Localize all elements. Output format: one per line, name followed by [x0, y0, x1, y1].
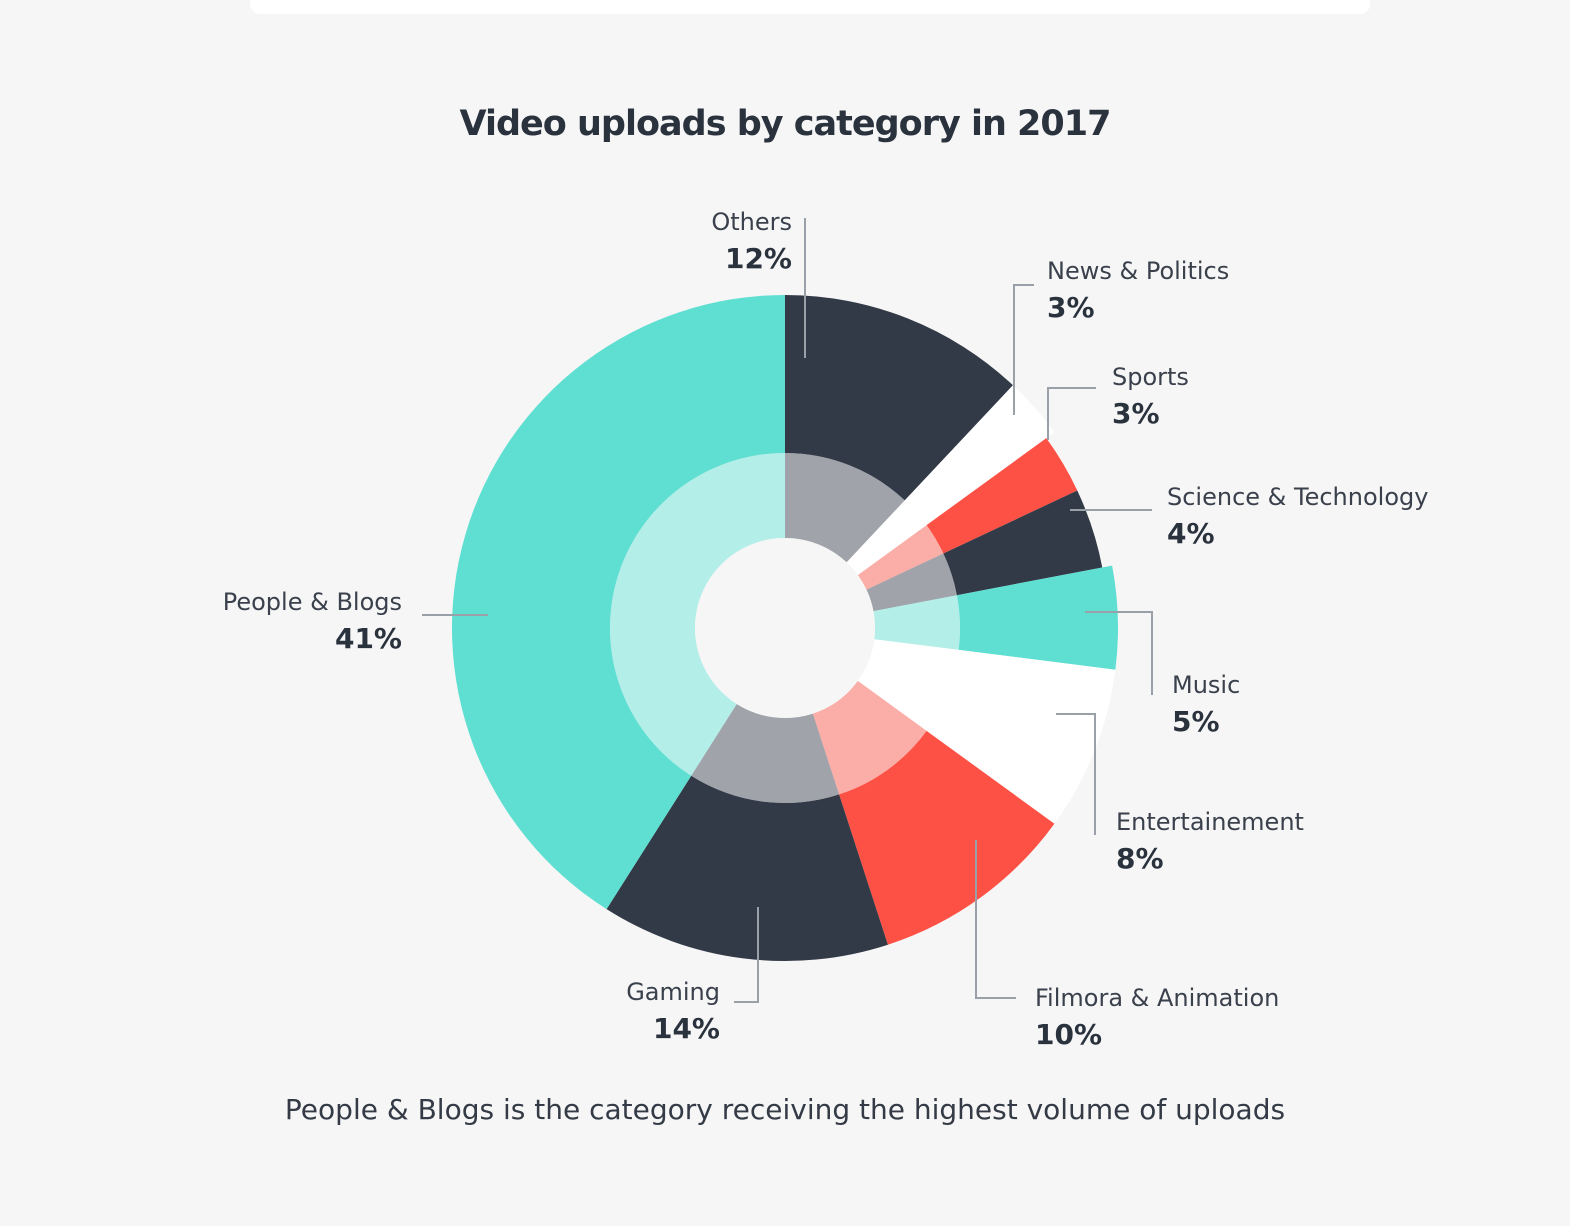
pie-slice-filmora-and-animation: [839, 730, 1055, 945]
pie-slice-people-and-blogs: [452, 295, 785, 910]
slice-value-science-and-technology: 4%: [1167, 517, 1215, 550]
slice-value-gaming: 14%: [653, 1012, 720, 1045]
pie-slice-sports: [926, 438, 1078, 554]
pie-slice-others: [785, 295, 1013, 501]
slice-value-people-and-blogs: 41%: [335, 622, 402, 655]
slice-label-entertainement: Entertainement: [1116, 808, 1304, 836]
slice-label-science-and-technology: Science & Technology: [1167, 483, 1428, 511]
pie-slice-inner-gaming: [691, 703, 840, 804]
pie-slice-inner-people-and-blogs: [609, 453, 785, 776]
slice-label-sports: Sports: [1112, 363, 1189, 391]
pie-slice-inner-news-and-politics: [846, 500, 927, 576]
slice-value-filmora-and-animation: 10%: [1035, 1018, 1102, 1051]
leader-line-sports: [1047, 387, 1096, 440]
pie-slice-inner-others: [785, 453, 905, 563]
slice-label-filmora-and-animation: Filmora & Animation: [1035, 984, 1279, 1012]
pie-slice-gaming: [606, 775, 888, 961]
slice-value-news-and-politics: 3%: [1047, 291, 1095, 324]
slice-label-people-and-blogs: People & Blogs: [223, 588, 402, 616]
pie-slice-inner-filmora-and-animation: [812, 680, 927, 795]
pie-slice-music: [956, 565, 1118, 670]
pie-slice-science-and-technology: [943, 490, 1103, 596]
leader-line-entertainement: [1056, 713, 1096, 835]
chart-caption: People & Blogs is the category receiving…: [284, 1093, 1286, 1126]
leader-line-music: [1085, 611, 1153, 695]
slice-label-others: Others: [711, 208, 792, 236]
slice-label-music: Music: [1172, 671, 1240, 699]
slice-value-music: 5%: [1172, 705, 1220, 738]
pie-slice-inner-music: [873, 595, 960, 650]
pie-slice-entertainement: [926, 649, 1116, 824]
slice-value-entertainement: 8%: [1116, 842, 1164, 875]
leader-line-news-and-politics: [1013, 284, 1034, 415]
pie-slice-inner-sports: [857, 525, 944, 590]
pie-slice-inner-science-and-technology: [866, 553, 957, 612]
slice-value-others: 12%: [725, 242, 792, 275]
leader-line-filmora-and-animation: [975, 840, 1016, 999]
slice-label-news-and-politics: News & Politics: [1047, 257, 1229, 285]
pie-slice-news-and-politics: [904, 385, 1055, 526]
slice-label-gaming: Gaming: [626, 978, 720, 1006]
donut-hole: [695, 538, 875, 718]
slice-value-sports: 3%: [1112, 397, 1160, 430]
pie-slice-inner-entertainement: [857, 639, 959, 731]
top-strip: [250, 0, 1370, 14]
chart-title: Video uploads by category in 2017: [459, 104, 1112, 144]
leader-line-gaming: [734, 907, 759, 1003]
